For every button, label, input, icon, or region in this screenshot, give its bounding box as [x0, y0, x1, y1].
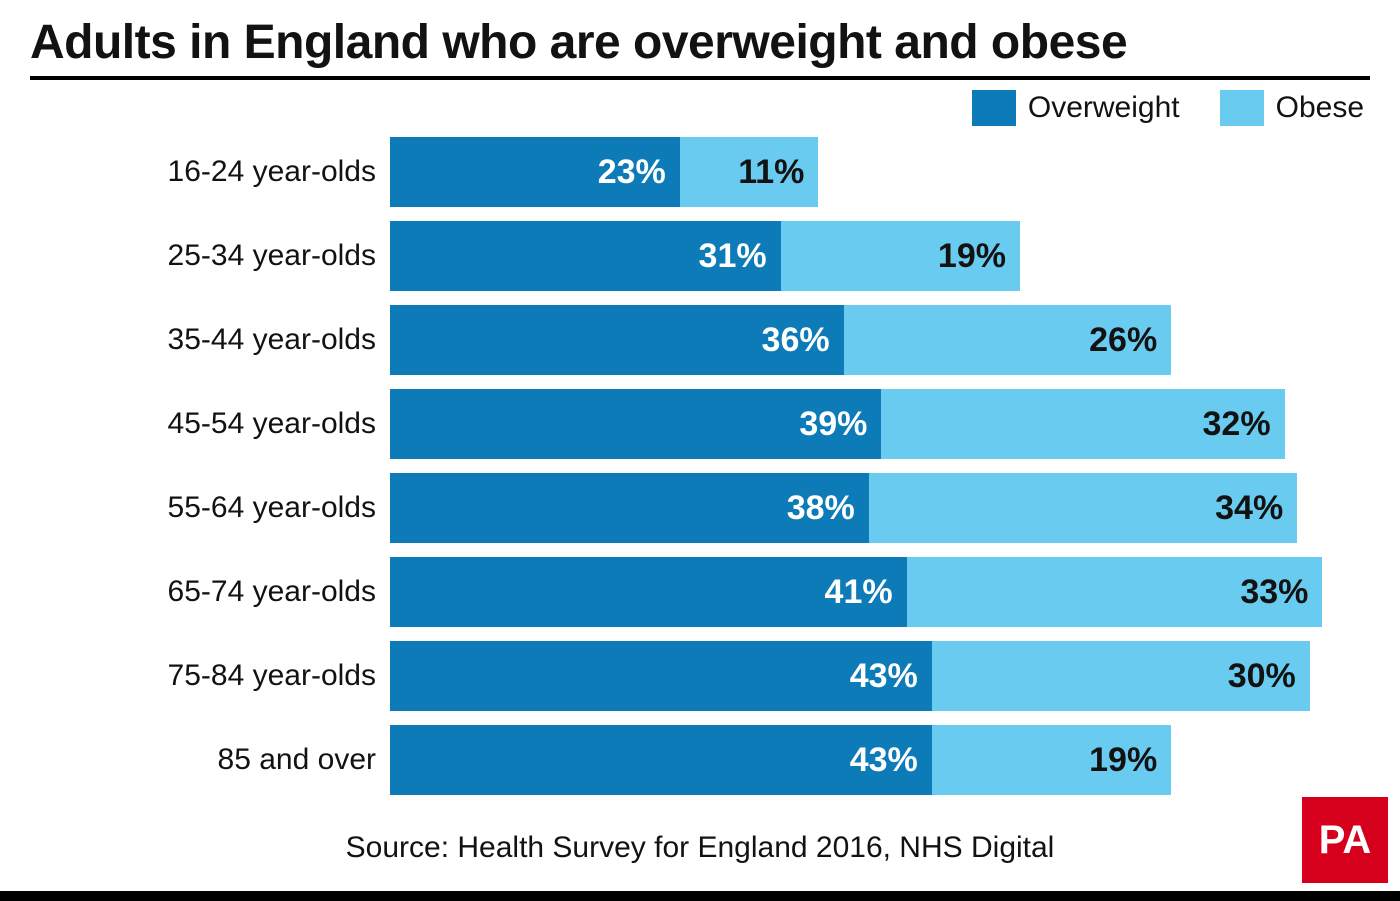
- bar-group: 43%30%: [390, 641, 1370, 711]
- legend-swatch: [972, 90, 1016, 126]
- pa-badge-text: PA: [1319, 818, 1372, 863]
- table-row: 45-54 year-olds39%32%: [30, 382, 1370, 466]
- bar-obese: 19%: [781, 221, 1020, 291]
- bar-group: 43%19%: [390, 725, 1370, 795]
- bar-obese: 30%: [932, 641, 1310, 711]
- bar-overweight: 41%: [390, 557, 907, 627]
- table-row: 85 and over43%19%: [30, 718, 1370, 802]
- row-label: 45-54 year-olds: [30, 407, 390, 441]
- bar-group: 36%26%: [390, 305, 1370, 375]
- table-row: 65-74 year-olds41%33%: [30, 550, 1370, 634]
- bar-group: 38%34%: [390, 473, 1370, 543]
- row-label: 35-44 year-olds: [30, 323, 390, 357]
- bar-overweight: 23%: [390, 137, 680, 207]
- bar-overweight: 39%: [390, 389, 881, 459]
- table-row: 35-44 year-olds36%26%: [30, 298, 1370, 382]
- bottom-rule: [0, 891, 1400, 901]
- legend-item: Overweight: [972, 90, 1180, 126]
- legend-label: Overweight: [1028, 91, 1180, 125]
- source-text: Source: Health Survey for England 2016, …: [0, 831, 1400, 865]
- chart-title: Adults in England who are overweight and…: [30, 18, 1370, 76]
- legend-label: Obese: [1276, 91, 1364, 125]
- table-row: 75-84 year-olds43%30%: [30, 634, 1370, 718]
- row-label: 25-34 year-olds: [30, 239, 390, 273]
- bar-group: 31%19%: [390, 221, 1370, 291]
- table-row: 16-24 year-olds23%11%: [30, 130, 1370, 214]
- row-label: 65-74 year-olds: [30, 575, 390, 609]
- bar-obese: 33%: [907, 557, 1323, 627]
- row-label: 16-24 year-olds: [30, 155, 390, 189]
- bar-overweight: 43%: [390, 641, 932, 711]
- row-label: 55-64 year-olds: [30, 491, 390, 525]
- chart-container: Adults in England who are overweight and…: [0, 0, 1400, 901]
- row-label: 75-84 year-olds: [30, 659, 390, 693]
- bar-rows: 16-24 year-olds23%11%25-34 year-olds31%1…: [30, 130, 1370, 802]
- bar-obese: 26%: [844, 305, 1172, 375]
- bar-overweight: 31%: [390, 221, 781, 291]
- bar-obese: 19%: [932, 725, 1171, 795]
- legend: Overweight Obese: [30, 90, 1364, 126]
- legend-item: Obese: [1220, 90, 1364, 126]
- bar-obese: 34%: [869, 473, 1297, 543]
- table-row: 25-34 year-olds31%19%: [30, 214, 1370, 298]
- bar-overweight: 36%: [390, 305, 844, 375]
- bar-obese: 11%: [680, 137, 819, 207]
- bar-group: 23%11%: [390, 137, 1370, 207]
- bar-group: 41%33%: [390, 557, 1370, 627]
- bar-overweight: 43%: [390, 725, 932, 795]
- bar-group: 39%32%: [390, 389, 1370, 459]
- pa-badge: PA: [1302, 797, 1388, 883]
- bar-obese: 32%: [881, 389, 1284, 459]
- legend-swatch: [1220, 90, 1264, 126]
- table-row: 55-64 year-olds38%34%: [30, 466, 1370, 550]
- row-label: 85 and over: [30, 743, 390, 777]
- bar-overweight: 38%: [390, 473, 869, 543]
- title-rule: [30, 76, 1370, 80]
